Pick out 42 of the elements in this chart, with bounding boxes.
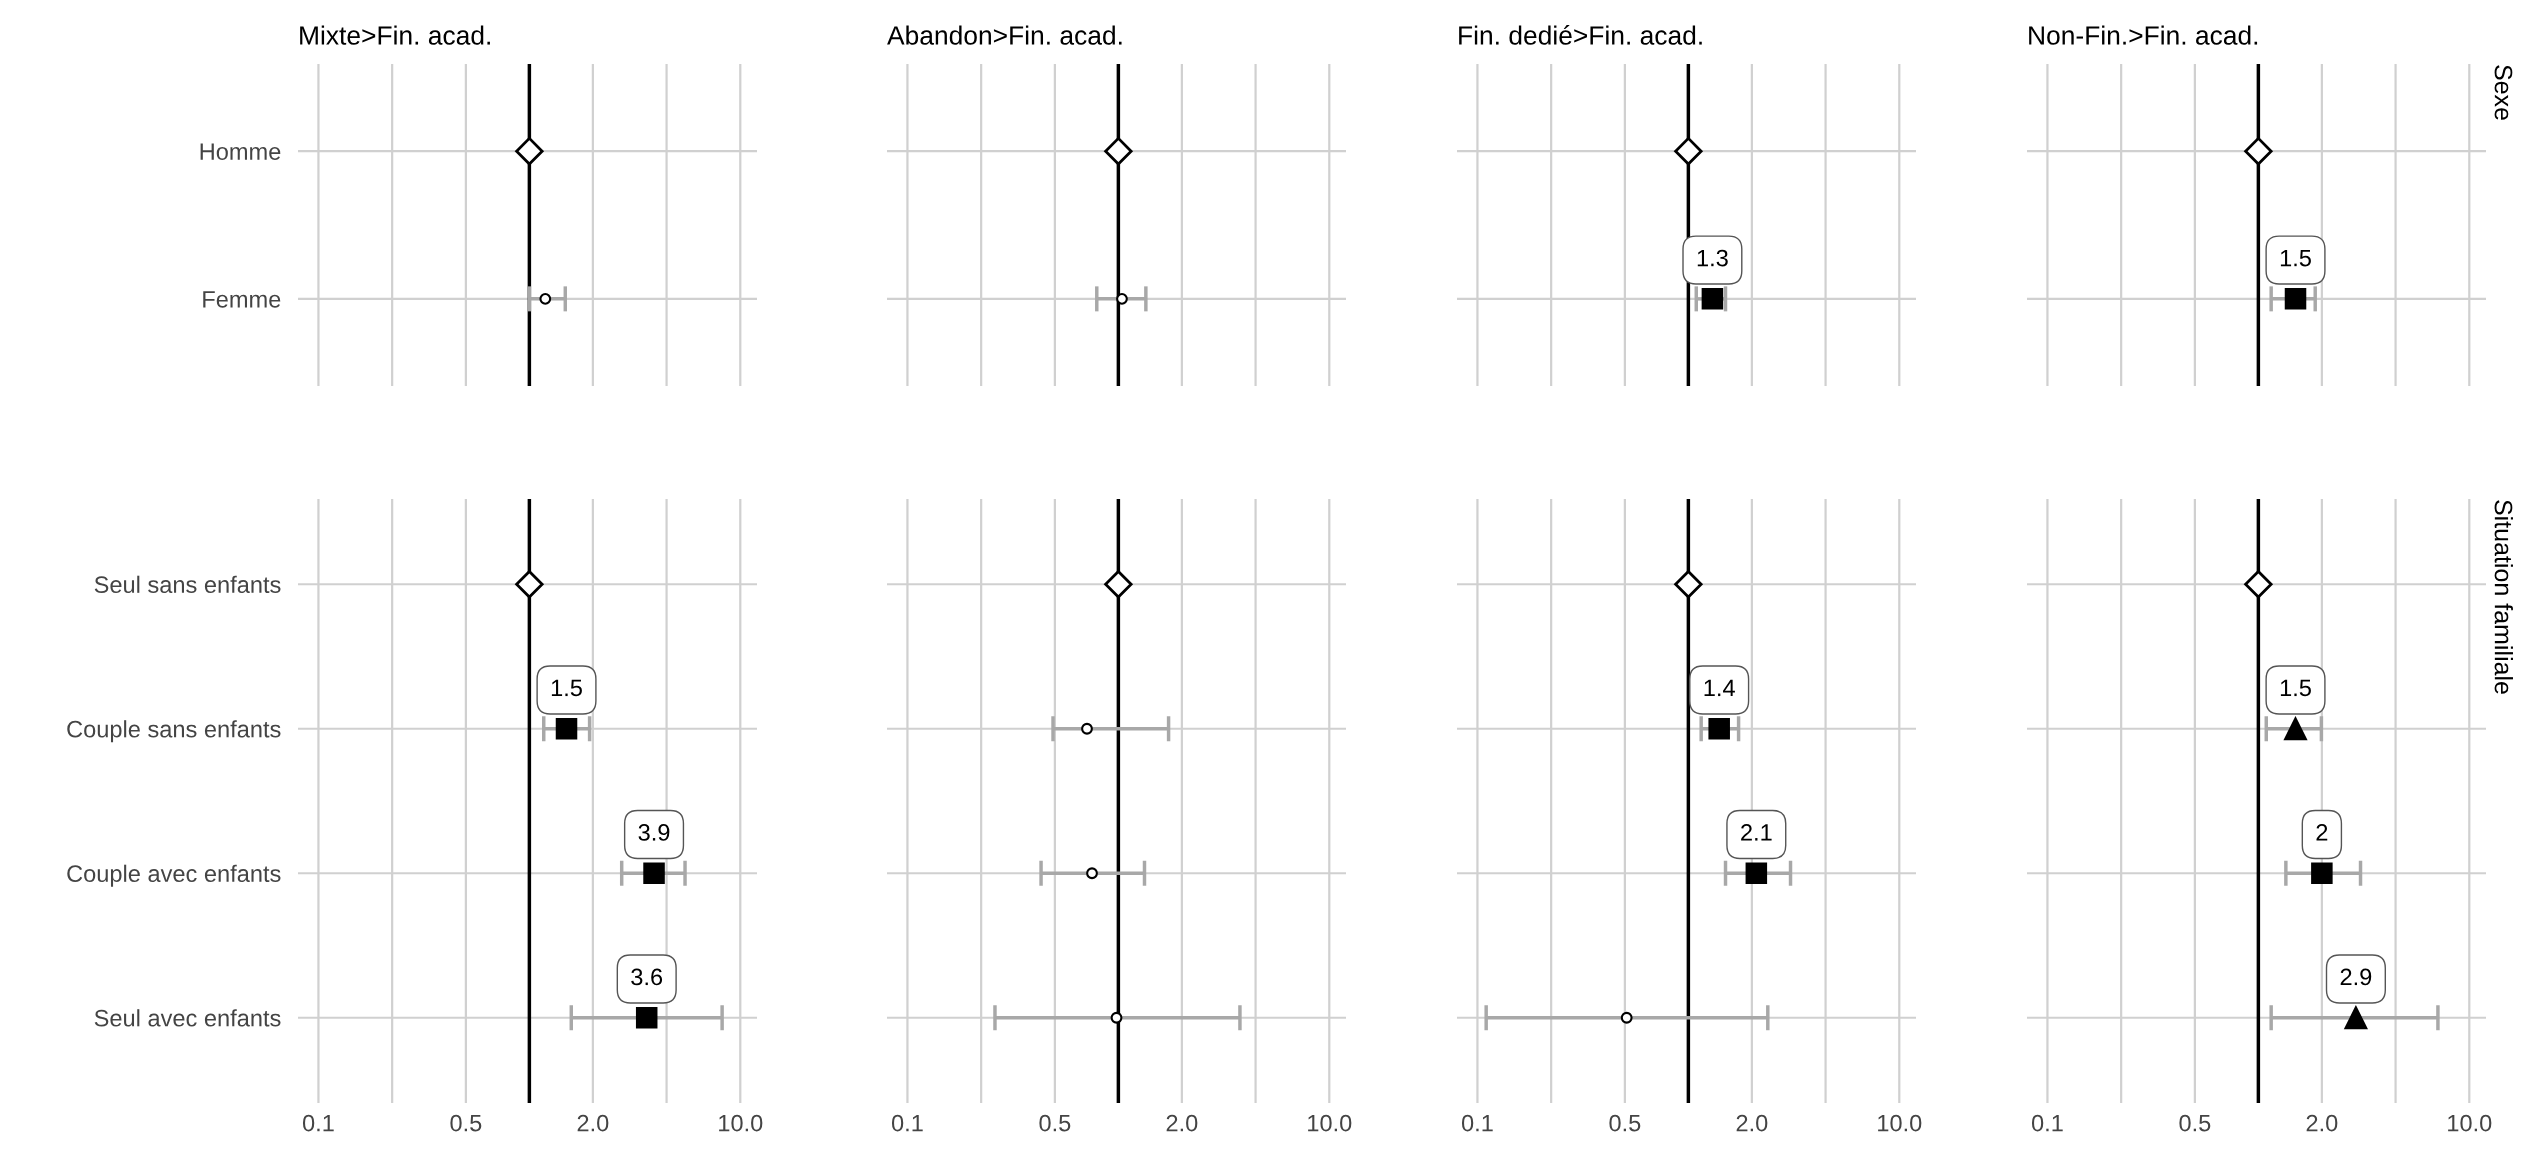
y-tick-label: Couple avec enfants [67,864,281,887]
x-tick-label: 0.1 [2031,1114,2063,1132]
chart-title: Mixte>Fin. acad. [300,25,490,45]
point [1086,867,1098,880]
x-tick-label: 0.5 [450,1114,482,1132]
x-tick-label: 0.5 [1039,1114,1071,1132]
point [1081,722,1093,735]
y-tick-label: Seul sans enfants [94,575,281,594]
data-label: 2 [2316,824,2328,841]
data-label: 3.9 [638,824,670,841]
x-tick-label: 10.0 [1878,1114,1922,1132]
x-tick-label: 10.0 [2448,1114,2492,1132]
x-tick-label: 0.1 [302,1114,334,1132]
x-tick-label: 10.0 [1308,1114,1352,1132]
data-label: 1.5 [2280,679,2311,697]
chart-title: Fin. dedié>Fin. acad. [1459,25,1702,45]
x-tick-label: 2.0 [1736,1114,1768,1132]
data-label: 2.1 [1741,824,1772,841]
x-tick-label: 0.1 [1461,1114,1493,1132]
point [1110,1011,1123,1024]
data-label: 1.4 [1704,679,1735,697]
x-tick-label: 2.0 [577,1114,609,1132]
x-tick-label: 0.5 [2179,1114,2211,1132]
x-tick-label: 2.0 [2306,1114,2338,1132]
x-tick-label: 10.0 [719,1114,763,1132]
chart-title: Abandon>Fin. acad. [887,25,1122,45]
x-tick-label: 0.1 [891,1114,923,1132]
data-label: 2.9 [2340,968,2372,986]
chart-title: Non-Fin.>Fin. acad. [2029,25,2258,45]
data-label: 1.5 [2280,249,2311,267]
y-tick-label: Homme [200,143,281,160]
data-label: 3.6 [631,968,663,986]
y2-axis-title: Situation familiale [2494,500,2513,694]
x-tick-label: 2.0 [1166,1114,1198,1132]
y-tick-label: Femme [203,291,281,308]
point [1104,570,1133,599]
y-tick-label: Seul avec enfants [94,1009,281,1027]
data-label: 1.5 [551,679,582,697]
y2-axis-title: Sexe [2494,65,2513,120]
data-label: 1.3 [1697,249,1728,267]
x-tick-label: 0.5 [1609,1114,1641,1132]
y-tick-label: Couple sans enfants [67,720,281,743]
